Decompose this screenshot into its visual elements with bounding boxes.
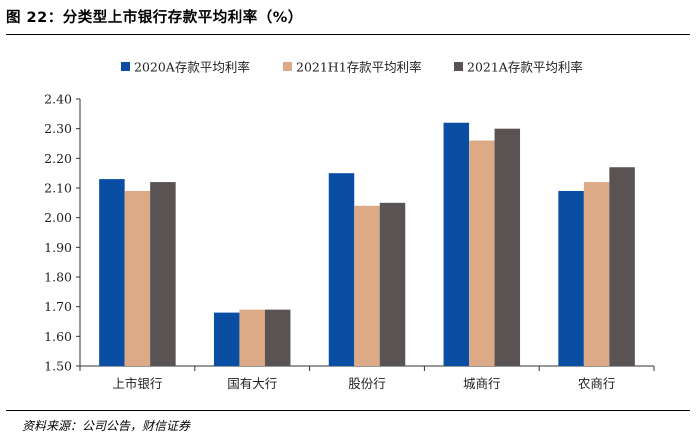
y-tick-label: 1.70 bbox=[44, 299, 72, 314]
bar bbox=[443, 122, 470, 366]
y-tick-label: 1.90 bbox=[44, 240, 72, 255]
bar bbox=[379, 202, 406, 366]
y-tick-label: 2.20 bbox=[44, 151, 72, 166]
y-tick-label: 1.50 bbox=[44, 359, 72, 374]
y-tick-label: 2.10 bbox=[44, 181, 72, 196]
y-tick-label: 2.40 bbox=[44, 92, 72, 107]
bar bbox=[609, 167, 635, 366]
bar bbox=[328, 173, 355, 366]
legend-swatch bbox=[283, 62, 292, 71]
bar bbox=[239, 309, 265, 366]
x-tick-label: 上市银行 bbox=[112, 376, 162, 391]
legend-label: 2021A存款平均利率 bbox=[467, 60, 583, 75]
x-tick-label: 国有大行 bbox=[227, 376, 277, 391]
y-tick-label: 1.60 bbox=[44, 329, 72, 344]
bar bbox=[469, 140, 495, 366]
bar bbox=[124, 190, 151, 366]
bar bbox=[264, 309, 291, 366]
y-tick-label: 2.00 bbox=[44, 210, 72, 225]
bar bbox=[213, 312, 240, 366]
source-rule bbox=[6, 410, 690, 411]
bar bbox=[558, 190, 584, 366]
bar bbox=[150, 182, 176, 366]
x-tick-label: 股份行 bbox=[348, 376, 386, 391]
y-tick-label: 1.80 bbox=[44, 270, 72, 285]
legend: 2020A存款平均利率 2021H1存款平均利率 2021A存款平均利率 bbox=[121, 60, 583, 75]
legend-swatch bbox=[454, 62, 463, 71]
bar bbox=[354, 205, 380, 366]
x-tick-label: 农商行 bbox=[578, 376, 616, 391]
legend-label: 2020A存款平均利率 bbox=[134, 60, 250, 75]
source-note: 资料来源：公司公告，财信证券 bbox=[22, 419, 191, 433]
figure-title: 图 22：分类型上市银行存款平均利率（%） bbox=[6, 10, 303, 26]
title-rule bbox=[6, 34, 690, 35]
bar bbox=[99, 179, 125, 366]
bars bbox=[99, 122, 635, 366]
bar bbox=[494, 128, 521, 366]
x-tick-label: 城商行 bbox=[463, 376, 501, 391]
y-tick-label: 2.30 bbox=[44, 121, 72, 136]
legend-label: 2021H1存款平均利率 bbox=[296, 60, 422, 75]
legend-swatch bbox=[121, 62, 130, 71]
bar bbox=[583, 182, 610, 366]
